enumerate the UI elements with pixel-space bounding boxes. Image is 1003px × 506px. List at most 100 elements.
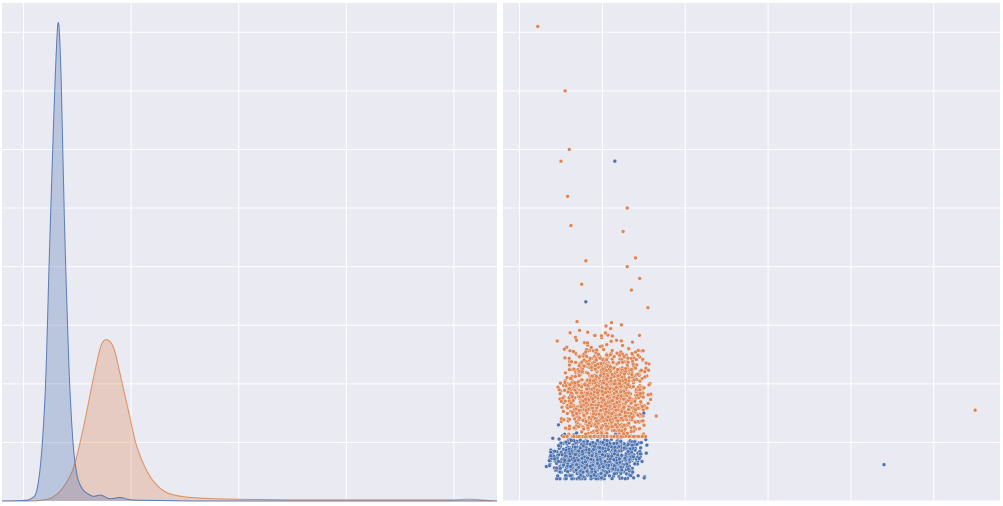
- scatter-point-series-1: [604, 376, 609, 381]
- scatter-point-series-0: [573, 445, 578, 450]
- scatter-point-series-0: [638, 451, 643, 456]
- scatter-point-series-1: [601, 397, 606, 403]
- scatter-point-series-0: [585, 469, 590, 474]
- scatter-point-series-1: [603, 386, 608, 391]
- scatter-outlier-series-1-8: [625, 205, 630, 211]
- scatter-point-series-1: [580, 369, 585, 374]
- scatter-point-series-1: [604, 342, 609, 347]
- scatter-point-series-1: [596, 352, 601, 357]
- scatter-outlier-series-1-14: [645, 305, 651, 310]
- scatter-point-series-0: [592, 472, 597, 477]
- scatter-point-series-1: [611, 360, 616, 365]
- scatter-point-series-1: [610, 398, 615, 403]
- scatter-point-series-0: [556, 443, 561, 448]
- scatter-point-series-1: [594, 358, 599, 363]
- scatter-point-series-1: [604, 434, 609, 439]
- scatter-point-series-0: [585, 439, 590, 444]
- scatter-point-series-1: [593, 367, 598, 372]
- kde-line-series-1: [1, 339, 498, 502]
- scatter-point-series-1: [611, 365, 616, 371]
- scatter-point-series-1: [571, 425, 577, 431]
- scatter-point-series-1: [629, 367, 634, 372]
- scatter-point-series-1: [579, 429, 584, 435]
- kde-panel: [1, 3, 498, 502]
- scatter-point-series-1: [612, 381, 617, 386]
- scatter-point-series-0: [595, 461, 600, 466]
- scatter-point-series-1: [618, 389, 623, 394]
- scatter-point-series-1: [590, 373, 595, 379]
- scatter-point-series-1: [585, 330, 590, 335]
- scatter-point-series-1: [614, 389, 619, 394]
- scatter-point-series-1: [614, 385, 619, 390]
- scatter-point-series-1: [612, 428, 617, 433]
- scatter-point-series-1: [587, 421, 592, 426]
- scatter-point-series-1: [603, 407, 608, 412]
- scatter-point-series-1: [588, 391, 594, 396]
- scatter-point-series-1: [638, 399, 643, 404]
- scatter-point-series-1: [621, 431, 626, 436]
- scatter-point-series-1: [582, 382, 587, 387]
- scatter-point-series-1: [587, 415, 592, 420]
- scatter-point-series-1: [567, 424, 572, 429]
- scatter-point-series-1: [641, 395, 646, 400]
- scatter-point-series-1: [595, 390, 600, 395]
- scatter-point-series-0: [548, 450, 553, 455]
- scatter-outlier-series-1-7: [579, 282, 584, 287]
- scatter-point-series-1: [646, 392, 651, 397]
- scatter-point-series-0: [580, 449, 585, 454]
- scatter-point-series-0: [606, 454, 611, 459]
- scatter-outlier-series-0-2: [881, 462, 887, 467]
- scatter-point-series-0: [547, 463, 552, 468]
- scatter-point-series-0: [639, 440, 644, 445]
- scatter-point-series-1: [623, 377, 628, 382]
- scatter-point-series-1: [603, 323, 609, 329]
- scatter-point-series-1: [599, 425, 604, 430]
- scatter-point-series-1: [569, 391, 574, 396]
- scatter-point-series-1: [604, 357, 609, 362]
- scatter-point-series-1: [591, 378, 596, 383]
- kde-area-series-1: [2, 339, 497, 501]
- scatter-point-series-0: [622, 445, 627, 450]
- scatter-point-series-0: [626, 449, 631, 454]
- scatter-outlier-series-0-0: [612, 159, 617, 164]
- scatter-point-series-1: [594, 418, 599, 424]
- scatter-point-series-1: [600, 385, 605, 390]
- scatter-point-series-1: [585, 340, 590, 346]
- scatter-point-series-0: [604, 470, 610, 475]
- scatter-point-series-0: [624, 462, 629, 467]
- scatter-point-series-1: [577, 328, 582, 333]
- scatter-outlier-series-1-10: [625, 264, 630, 269]
- scatter-outlier-series-1-3: [558, 159, 564, 164]
- scatter-point-series-0: [578, 438, 583, 443]
- scatter-point-series-1: [610, 333, 615, 339]
- scatter-point-series-1: [590, 396, 595, 401]
- scatter-point-series-0: [607, 473, 612, 478]
- scatter-point-series-1: [637, 333, 642, 338]
- scatter-point-series-1: [634, 357, 639, 362]
- scatter-point-series-1: [640, 418, 645, 423]
- scatter-point-series-1: [569, 401, 574, 406]
- scatter-point-series-1: [571, 349, 576, 354]
- scatter-point-series-1: [583, 408, 589, 413]
- scatter-point-series-0: [574, 462, 579, 467]
- scatter-point-series-1: [629, 351, 635, 356]
- scatter-point-series-1: [635, 372, 640, 377]
- scatter-point-series-1: [567, 386, 572, 391]
- scatter-point-series-1: [635, 353, 641, 358]
- scatter-point-series-1: [613, 422, 618, 427]
- scatter-point-series-1: [565, 411, 570, 416]
- scatter-point-series-1: [561, 409, 566, 414]
- scatter-point-series-1: [632, 377, 637, 382]
- scatter-point-series-1: [588, 356, 593, 361]
- scatter-point-series-0: [612, 463, 617, 468]
- scatter-point-series-1: [594, 374, 599, 379]
- scatter-point-series-1: [607, 417, 613, 423]
- scatter-point-series-1: [623, 427, 628, 432]
- scatter-point-series-1: [627, 434, 632, 439]
- scatter-point-series-0: [597, 449, 602, 454]
- scatter-point-series-1: [630, 340, 635, 345]
- scatter-point-series-1: [594, 424, 599, 429]
- scatter-point-series-0: [602, 473, 608, 478]
- scatter-point-series-0: [637, 456, 642, 461]
- scatter-point-series-1: [579, 377, 585, 382]
